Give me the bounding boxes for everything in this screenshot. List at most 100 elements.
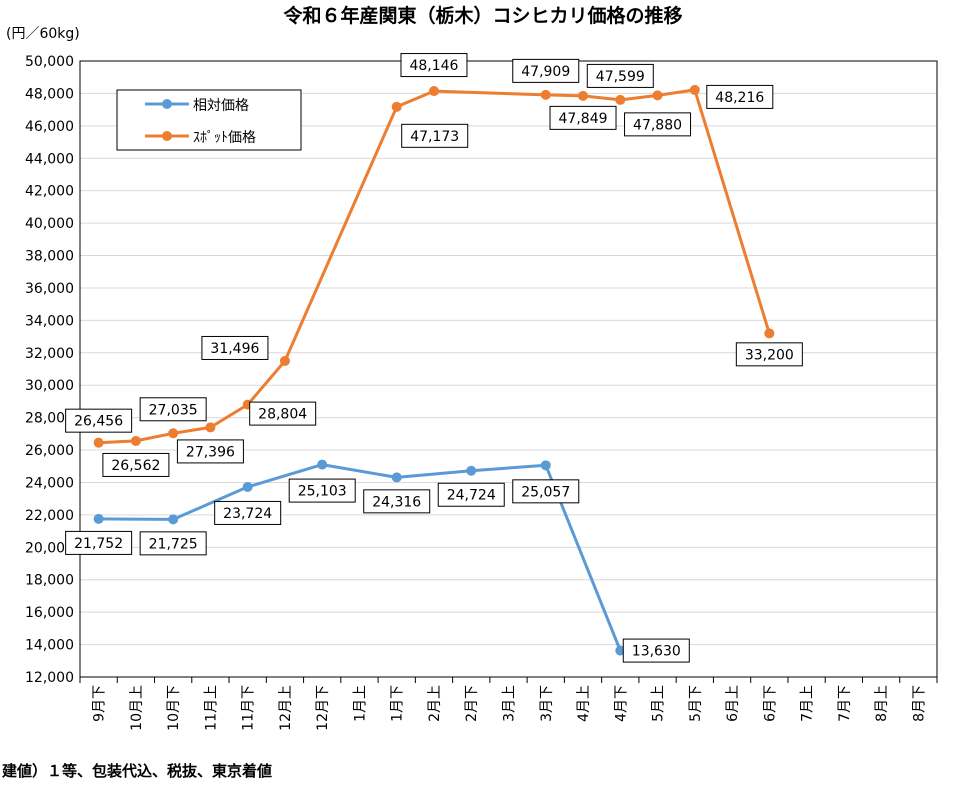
legend-marker-spot bbox=[162, 131, 172, 141]
data-label: 25,057 bbox=[521, 484, 570, 500]
data-label: 28,804 bbox=[258, 407, 307, 423]
data-label: 31,496 bbox=[210, 341, 259, 357]
x-tick-label: 2月上 bbox=[427, 685, 443, 722]
data-point bbox=[391, 472, 402, 483]
x-tick-label: 2月下 bbox=[464, 685, 480, 722]
legend-label-spot: ｽﾎﾟｯﾄ価格 bbox=[193, 130, 256, 146]
y-tick-label: 42,000 bbox=[25, 184, 74, 200]
y-tick-label: 40,000 bbox=[25, 216, 74, 232]
y-tick-label: 38,000 bbox=[25, 249, 74, 265]
y-tick-label: 18,000 bbox=[25, 573, 74, 589]
x-tick-label: 1月下 bbox=[390, 685, 406, 722]
data-point bbox=[466, 465, 477, 476]
data-label-box bbox=[512, 58, 580, 83]
data-label-box bbox=[201, 335, 269, 360]
x-tick-label: 8月下 bbox=[911, 685, 927, 722]
y-tick-label: 28,000 bbox=[25, 411, 74, 427]
series-line-0 bbox=[98, 463, 622, 652]
data-label-box bbox=[288, 478, 356, 503]
x-tick-label: 4月上 bbox=[576, 685, 592, 722]
data-point bbox=[540, 89, 551, 100]
data-label-box bbox=[624, 112, 692, 137]
x-tick-label: 12月下 bbox=[315, 685, 331, 731]
data-label-box bbox=[65, 408, 133, 433]
data-label: 21,752 bbox=[74, 536, 123, 552]
data-label: 21,725 bbox=[149, 536, 198, 552]
y-tick-label: 20,000 bbox=[25, 540, 74, 556]
footer-note: 建値）１等、包装代込、税抜、東京着値 bbox=[2, 762, 272, 780]
data-label-box bbox=[102, 452, 170, 477]
data-label-box bbox=[549, 105, 617, 130]
data-label-box bbox=[512, 479, 580, 504]
data-point bbox=[93, 437, 104, 448]
data-point bbox=[168, 514, 179, 525]
data-label-box bbox=[622, 638, 690, 663]
x-tick-label: 7月下 bbox=[837, 685, 853, 722]
series-line-1 bbox=[98, 88, 771, 445]
data-label: 47,849 bbox=[559, 111, 608, 127]
axes bbox=[79, 60, 938, 683]
y-tick-label: 22,000 bbox=[25, 508, 74, 524]
x-tick-labels: 9月下 10月上 10月下 11月上 11月下 12月上 12月下 1月上 1月下 2月上 2月下 3… bbox=[92, 685, 928, 731]
series bbox=[93, 84, 775, 656]
data-label-box bbox=[139, 397, 207, 422]
data-label: 48,146 bbox=[409, 58, 458, 74]
y-tick-label: 50,000 bbox=[25, 54, 74, 70]
y-tick-label: 36,000 bbox=[25, 281, 74, 297]
data-label-box bbox=[214, 500, 282, 525]
y-tick-label: 46,000 bbox=[25, 119, 74, 135]
data-labels: 21,752 21,725 23,724 25,103 24,316 24,724 25,0… bbox=[65, 53, 803, 663]
data-label: 26,562 bbox=[111, 458, 160, 474]
data-point bbox=[391, 101, 402, 112]
data-label-box bbox=[735, 342, 803, 367]
data-point bbox=[652, 90, 663, 101]
data-label-box bbox=[176, 439, 244, 464]
y-tick-label: 26,000 bbox=[25, 443, 74, 459]
legend-box bbox=[116, 89, 302, 151]
data-label-box bbox=[437, 482, 505, 507]
y-tick-label: 30,000 bbox=[25, 378, 74, 394]
y-tick-labels: 12,000 14,000 16,000 18,000 20,000 22,000 24,0… bbox=[25, 54, 74, 686]
data-label-box bbox=[706, 84, 774, 109]
data-label-box bbox=[400, 53, 468, 78]
data-point bbox=[317, 459, 328, 470]
data-label: 47,173 bbox=[410, 129, 459, 145]
y-tick-label: 44,000 bbox=[25, 151, 74, 167]
x-tick-label: 9月下 bbox=[92, 685, 108, 722]
data-label-box bbox=[363, 489, 431, 514]
data-label: 27,396 bbox=[186, 444, 235, 460]
data-label: 24,724 bbox=[447, 488, 496, 504]
y-tick-label: 34,000 bbox=[25, 313, 74, 329]
data-label: 13,630 bbox=[632, 644, 681, 660]
data-label: 25,103 bbox=[298, 484, 347, 500]
data-point bbox=[689, 84, 700, 95]
x-tick-label: 12月上 bbox=[278, 685, 294, 731]
data-label-box bbox=[139, 531, 207, 556]
x-tick-label: 7月上 bbox=[800, 685, 816, 722]
x-tick-label: 3月上 bbox=[502, 685, 518, 722]
data-point bbox=[764, 328, 775, 339]
data-point bbox=[540, 460, 551, 471]
data-label: 47,599 bbox=[596, 69, 645, 85]
data-label: 23,724 bbox=[223, 506, 272, 522]
data-point bbox=[279, 355, 290, 366]
x-tick-label: 11月下 bbox=[241, 685, 257, 731]
data-label-box bbox=[65, 530, 133, 555]
data-label: 26,456 bbox=[74, 414, 123, 430]
data-point bbox=[615, 94, 626, 105]
legend: 相対価格 ｽﾎﾟｯﾄ価格 bbox=[116, 89, 302, 151]
x-tick-label: 4月下 bbox=[613, 685, 629, 722]
x-tick-label: 5月上 bbox=[651, 685, 667, 722]
data-label: 24,316 bbox=[372, 494, 421, 510]
legend-marker-relative bbox=[162, 99, 172, 109]
x-tick-label: 10月下 bbox=[166, 685, 182, 731]
legend-label-relative: 相対価格 bbox=[193, 98, 249, 114]
x-tick-label: 10月上 bbox=[129, 685, 145, 731]
data-label: 47,880 bbox=[633, 117, 682, 133]
y-tick-label: 48,000 bbox=[25, 86, 74, 102]
data-point bbox=[168, 428, 179, 439]
y-tick-label: 12,000 bbox=[25, 670, 74, 686]
data-label: 47,909 bbox=[521, 64, 570, 80]
data-point bbox=[205, 422, 216, 433]
